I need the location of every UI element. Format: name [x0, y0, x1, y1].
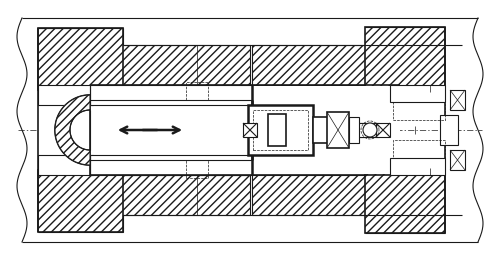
- Bar: [38, 28, 123, 90]
- Bar: [327, 112, 349, 148]
- Bar: [252, 86, 400, 174]
- Circle shape: [363, 123, 377, 137]
- Bar: [450, 150, 465, 170]
- Bar: [252, 45, 400, 85]
- Bar: [365, 168, 445, 233]
- Bar: [38, 85, 93, 105]
- Bar: [376, 123, 390, 137]
- Bar: [440, 115, 458, 145]
- Bar: [393, 140, 445, 158]
- Bar: [90, 85, 252, 105]
- Bar: [248, 105, 313, 155]
- Bar: [38, 155, 93, 175]
- Bar: [313, 117, 331, 143]
- Bar: [92, 45, 250, 85]
- Bar: [243, 123, 257, 137]
- Bar: [365, 27, 445, 92]
- Bar: [253, 110, 308, 150]
- Bar: [252, 175, 400, 215]
- Bar: [186, 82, 208, 100]
- Bar: [349, 123, 379, 137]
- Bar: [268, 114, 286, 146]
- Bar: [450, 90, 465, 110]
- Bar: [393, 102, 445, 120]
- Bar: [390, 85, 445, 102]
- Bar: [313, 123, 373, 137]
- Bar: [390, 158, 445, 175]
- Bar: [38, 170, 123, 232]
- Bar: [186, 160, 208, 178]
- Bar: [92, 175, 250, 215]
- Bar: [90, 155, 252, 175]
- Polygon shape: [55, 95, 90, 165]
- Bar: [349, 117, 359, 143]
- Polygon shape: [55, 95, 90, 165]
- Bar: [38, 105, 254, 155]
